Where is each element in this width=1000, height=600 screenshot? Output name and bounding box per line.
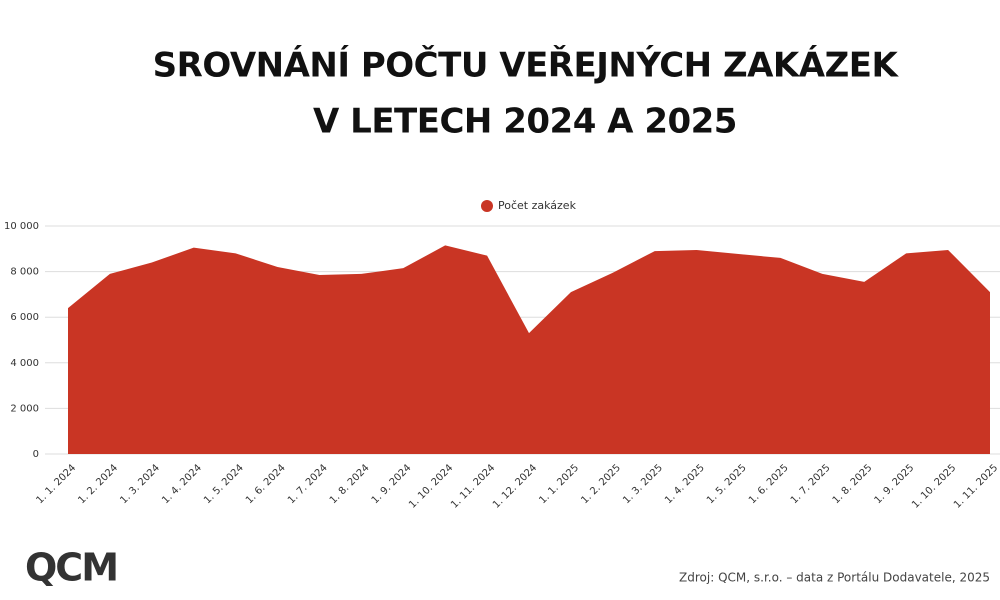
x-tick-label: 1. 11. 2025 bbox=[952, 462, 1000, 510]
x-tick-label: 1. 2. 2025 bbox=[579, 462, 623, 506]
legend-marker bbox=[481, 200, 493, 212]
x-tick-label: 1. 4. 2025 bbox=[663, 462, 707, 506]
source: Zdroj: QCM, s.r.o. – data z Portálu Doda… bbox=[679, 571, 990, 585]
x-tick-label: 1. 7. 2025 bbox=[789, 462, 833, 506]
x-tick-label: 1. 3. 2024 bbox=[118, 462, 162, 506]
x-tick-label: 1. 9. 2025 bbox=[873, 462, 917, 506]
x-tick-label: 1. 11. 2024 bbox=[449, 462, 497, 510]
x-tick-label: 1. 12. 2024 bbox=[491, 462, 539, 510]
y-tick-label: 2 000 bbox=[10, 403, 39, 414]
y-tick-label: 10 000 bbox=[4, 221, 39, 232]
y-tick-label: 0 bbox=[33, 449, 39, 460]
x-tick-label: 1. 5. 2024 bbox=[202, 462, 246, 506]
logo: QCM bbox=[25, 546, 117, 590]
x-tick-label: 1. 6. 2024 bbox=[244, 462, 288, 506]
x-tick-label: 1. 10. 2024 bbox=[407, 462, 455, 510]
x-tick-label: 1. 2. 2024 bbox=[76, 462, 120, 506]
x-tick-label: 1. 10. 2025 bbox=[910, 462, 958, 510]
y-tick-label: 8 000 bbox=[10, 267, 39, 278]
x-tick-label: 1. 5. 2025 bbox=[705, 462, 749, 506]
x-tick-label: 1. 7. 2024 bbox=[286, 462, 330, 506]
x-tick-label: 1. 9. 2024 bbox=[370, 462, 414, 506]
chart-title: SROVNÁNÍ POČTU VEŘEJNÝCH ZAKÁZEK bbox=[153, 45, 900, 86]
x-tick-label: 1. 4. 2024 bbox=[160, 462, 204, 506]
legend-label: Počet zakázek bbox=[498, 199, 577, 212]
y-tick-label: 6 000 bbox=[10, 312, 39, 323]
y-tick-label: 4 000 bbox=[10, 358, 39, 369]
x-tick-label: 1. 1. 2024 bbox=[34, 462, 78, 506]
x-tick-label: 1. 8. 2024 bbox=[328, 462, 372, 506]
area bbox=[68, 245, 990, 454]
x-tick-label: 1. 1. 2025 bbox=[537, 462, 581, 506]
x-tick-label: 1. 8. 2025 bbox=[831, 462, 875, 506]
x-tick-label: 1. 3. 2025 bbox=[621, 462, 665, 506]
x-tick-label: 1. 6. 2025 bbox=[747, 462, 791, 506]
chart-title: V LETECH 2024 A 2025 bbox=[313, 102, 737, 142]
